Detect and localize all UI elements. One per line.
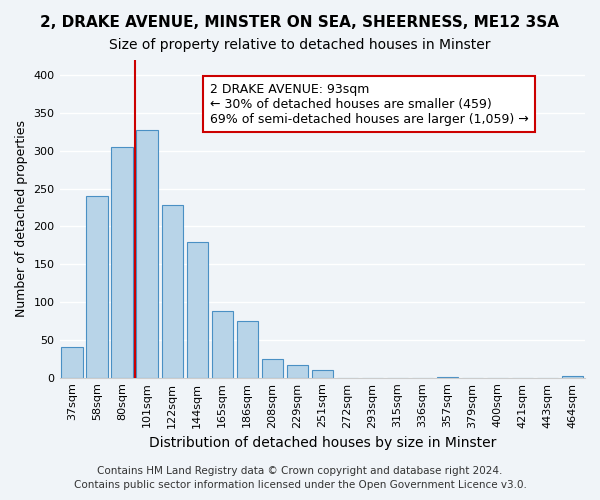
- Text: Size of property relative to detached houses in Minster: Size of property relative to detached ho…: [109, 38, 491, 52]
- Bar: [236, 321, 258, 378]
- Bar: [311, 370, 333, 378]
- Text: 2 DRAKE AVENUE: 93sqm
← 30% of detached houses are smaller (459)
69% of semi-det: 2 DRAKE AVENUE: 93sqm ← 30% of detached …: [209, 82, 529, 126]
- Text: 2, DRAKE AVENUE, MINSTER ON SEA, SHEERNESS, ME12 3SA: 2, DRAKE AVENUE, MINSTER ON SEA, SHEERNE…: [41, 15, 560, 30]
- Bar: [86, 196, 108, 378]
- Bar: [212, 311, 233, 378]
- Bar: [437, 377, 458, 378]
- Bar: [287, 365, 308, 378]
- Bar: [136, 130, 158, 378]
- Text: Contains HM Land Registry data © Crown copyright and database right 2024.
Contai: Contains HM Land Registry data © Crown c…: [74, 466, 526, 490]
- Bar: [562, 376, 583, 378]
- Bar: [112, 147, 133, 378]
- Bar: [187, 242, 208, 378]
- Bar: [161, 205, 183, 378]
- Y-axis label: Number of detached properties: Number of detached properties: [15, 120, 28, 318]
- X-axis label: Distribution of detached houses by size in Minster: Distribution of detached houses by size …: [149, 436, 496, 450]
- Bar: [262, 359, 283, 378]
- Bar: [61, 346, 83, 378]
